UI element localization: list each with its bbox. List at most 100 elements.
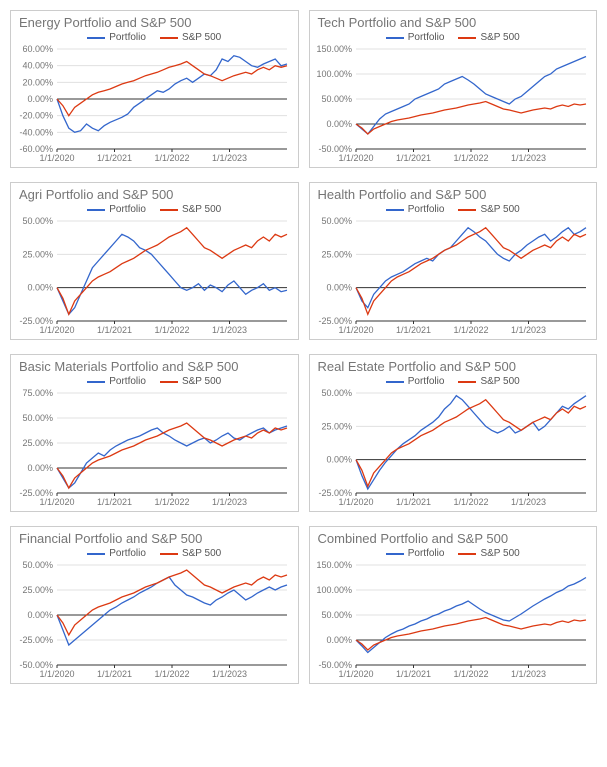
series-portfolio [57,426,287,488]
svg-text:1/1/2021: 1/1/2021 [97,153,132,163]
svg-text:50.00%: 50.00% [321,610,352,620]
chart-panel: Health Portfolio and S&P 500 Portfolio S&P… [309,182,598,340]
svg-text:1/1/2020: 1/1/2020 [39,497,74,507]
svg-text:50.00%: 50.00% [321,217,352,226]
chart-title: Tech Portfolio and S&P 500 [318,15,595,30]
series-portfolio [356,228,586,308]
svg-text:1/1/2021: 1/1/2021 [395,153,430,163]
chart-legend: Portfolio S&P 500 [312,376,595,387]
legend-label: Portfolio [109,376,146,387]
svg-text:75.00%: 75.00% [22,389,53,398]
legend-label: S&P 500 [480,548,519,559]
chart-legend: PortfolioS&P 500 [13,32,296,43]
legend-item: Portfolio [386,204,445,215]
chart-legend: Portfolio S&P 500 [312,204,595,215]
legend-swatch [87,553,105,555]
chart-title: Basic Materials Portfolio and S&P 500 [19,359,296,374]
svg-text:1/1/2020: 1/1/2020 [39,325,74,335]
legend-item: Portfolio [386,548,445,559]
svg-text:50.00%: 50.00% [22,413,53,423]
legend-swatch [458,209,476,211]
svg-text:20.00%: 20.00% [22,77,53,87]
svg-text:0.00%: 0.00% [27,610,53,620]
svg-text:50.00%: 50.00% [321,389,352,398]
svg-text:0.00%: 0.00% [326,455,352,465]
legend-swatch [386,553,404,555]
svg-text:-40.00%: -40.00% [19,127,53,137]
legend-swatch [458,381,476,383]
chart-panel: Financial Portfolio and S&P 500Portfolio… [10,526,299,684]
svg-text:1/1/2020: 1/1/2020 [338,153,373,163]
legend-label: Portfolio [408,548,445,559]
series-portfolio [356,396,586,489]
svg-text:25.00%: 25.00% [321,249,352,259]
series-sp500 [57,62,287,116]
svg-text:150.00%: 150.00% [316,45,352,54]
chart-panel: Tech Portfolio and S&P 500 Portfolio S&P 5… [309,10,598,168]
legend-label: S&P 500 [480,376,519,387]
svg-text:1/1/2022: 1/1/2022 [453,669,488,679]
chart-area: -60.00%-40.00%-20.00%0.00%20.00%40.00%60… [13,45,296,165]
legend-label: Portfolio [408,376,445,387]
chart-area: -25.00%0.00%25.00%50.00%1/1/20201/1/2021… [13,217,296,337]
legend-swatch [87,37,105,39]
legend-swatch [160,209,178,211]
svg-text:1/1/2022: 1/1/2022 [453,325,488,335]
svg-text:1/1/2021: 1/1/2021 [97,497,132,507]
svg-text:0.00%: 0.00% [27,463,53,473]
legend-label: S&P 500 [480,32,519,43]
chart-area: -50.00%-25.00%0.00%25.00%50.00%1/1/20201… [13,561,296,681]
legend-swatch [87,209,105,211]
legend-swatch [160,553,178,555]
svg-text:60.00%: 60.00% [22,45,53,54]
legend-label: S&P 500 [182,548,221,559]
legend-label: Portfolio [408,32,445,43]
chart-title: Energy Portfolio and S&P 500 [19,15,296,30]
legend-label: Portfolio [109,204,146,215]
svg-text:50.00%: 50.00% [22,561,53,570]
legend-item: Portfolio [87,376,146,387]
svg-text:1/1/2022: 1/1/2022 [154,497,189,507]
svg-text:1/1/2022: 1/1/2022 [154,153,189,163]
svg-text:1/1/2021: 1/1/2021 [97,325,132,335]
legend-item: S&P 500 [458,548,519,559]
series-portfolio [57,56,287,133]
legend-item: S&P 500 [458,204,519,215]
legend-label: S&P 500 [182,32,221,43]
legend-swatch [386,381,404,383]
legend-item: S&P 500 [160,376,221,387]
legend-swatch [386,37,404,39]
svg-text:50.00%: 50.00% [22,217,53,226]
chart-panel: Basic Materials Portfolio and S&P 500 Por… [10,354,299,512]
svg-text:0.00%: 0.00% [27,283,53,293]
svg-text:1/1/2023: 1/1/2023 [510,325,545,335]
legend-item: S&P 500 [458,32,519,43]
svg-text:1/1/2022: 1/1/2022 [154,669,189,679]
svg-text:25.00%: 25.00% [22,585,53,595]
chart-panel: Real Estate Portfolio and S&P 500Portfol… [309,354,598,512]
svg-text:25.00%: 25.00% [321,421,352,431]
legend-swatch [386,209,404,211]
svg-text:25.00%: 25.00% [22,249,53,259]
chart-panel: Energy Portfolio and S&P 500 PortfolioS&P… [10,10,299,168]
svg-text:150.00%: 150.00% [316,561,352,570]
legend-item: Portfolio [87,204,146,215]
svg-text:1/1/2020: 1/1/2020 [39,153,74,163]
svg-text:1/1/2021: 1/1/2021 [395,669,430,679]
svg-text:0.00%: 0.00% [326,635,352,645]
svg-text:-20.00%: -20.00% [19,111,53,121]
series-sp500 [356,618,586,651]
legend-label: Portfolio [109,548,146,559]
svg-text:0.00%: 0.00% [326,283,352,293]
svg-text:1/1/2023: 1/1/2023 [212,497,247,507]
chart-panel: Combined Portfolio and S&P 500PortfolioS… [309,526,598,684]
legend-item: Portfolio [386,376,445,387]
legend-label: S&P 500 [182,204,221,215]
legend-item: Portfolio [386,32,445,43]
chart-title: Agri Portfolio and S&P 500 [19,187,296,202]
svg-text:0.00%: 0.00% [326,119,352,129]
svg-text:1/1/2022: 1/1/2022 [453,153,488,163]
chart-legend: Portfolio S&P 500 [312,548,595,559]
svg-text:1/1/2023: 1/1/2023 [212,669,247,679]
chart-title: Health Portfolio and S&P 500 [318,187,595,202]
